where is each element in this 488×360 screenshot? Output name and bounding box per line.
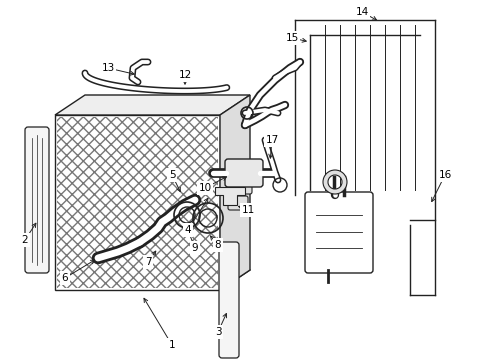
Wedge shape bbox=[323, 170, 346, 194]
Text: 7: 7 bbox=[144, 257, 151, 267]
Text: 2: 2 bbox=[21, 235, 28, 245]
FancyBboxPatch shape bbox=[25, 127, 49, 273]
Text: 15: 15 bbox=[285, 33, 298, 43]
FancyBboxPatch shape bbox=[224, 159, 263, 187]
Text: 12: 12 bbox=[178, 70, 191, 80]
Polygon shape bbox=[220, 95, 249, 290]
Polygon shape bbox=[215, 187, 244, 205]
Text: 17: 17 bbox=[265, 135, 278, 145]
FancyBboxPatch shape bbox=[227, 178, 251, 194]
Polygon shape bbox=[55, 95, 249, 115]
Text: 8: 8 bbox=[214, 240, 221, 250]
FancyBboxPatch shape bbox=[305, 192, 372, 273]
Text: 1: 1 bbox=[168, 340, 175, 350]
Text: 13: 13 bbox=[101, 63, 114, 73]
Text: 5: 5 bbox=[168, 170, 175, 180]
Bar bbox=[55, 115, 220, 290]
FancyBboxPatch shape bbox=[219, 242, 239, 358]
Text: 16: 16 bbox=[437, 170, 451, 180]
Bar bbox=[57, 117, 218, 288]
FancyBboxPatch shape bbox=[227, 196, 247, 210]
Text: 11: 11 bbox=[241, 205, 254, 215]
Text: 10: 10 bbox=[198, 183, 211, 193]
Text: 4: 4 bbox=[184, 225, 191, 235]
Text: 3: 3 bbox=[214, 327, 221, 337]
Text: 9: 9 bbox=[191, 243, 198, 253]
Text: 6: 6 bbox=[61, 273, 68, 283]
Text: 14: 14 bbox=[355, 7, 368, 17]
